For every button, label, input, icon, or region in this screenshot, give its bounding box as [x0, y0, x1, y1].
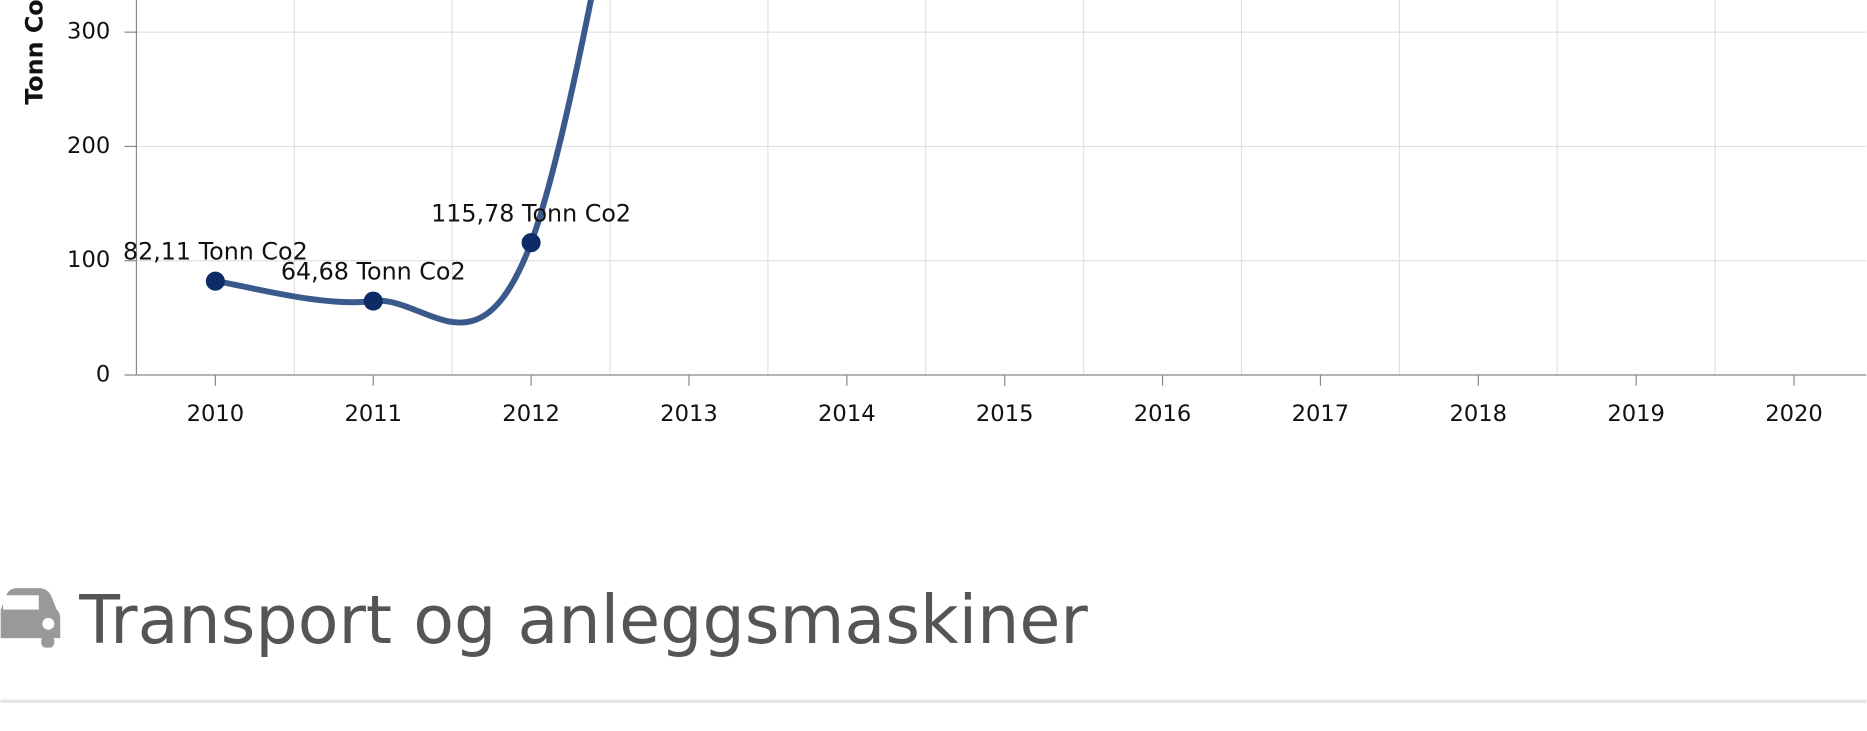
y-tick-label: 100 — [67, 247, 110, 273]
car-icon — [0, 588, 61, 648]
x-tick-label: 2020 — [1765, 401, 1823, 427]
x-tick-label: 2012 — [502, 401, 560, 427]
data-label: 64,68 Tonn Co2 — [281, 258, 466, 286]
x-tick-label: 2011 — [344, 401, 402, 427]
section-heading: Transport og anleggsmaskiner — [78, 581, 1088, 659]
y-tick-label: 0 — [96, 362, 110, 388]
y-axis-label: Tonn Co2 — [20, 0, 48, 105]
x-tick-label: 2015 — [976, 401, 1034, 427]
y-tick-label: 300 — [67, 19, 110, 45]
x-tick-label: 2017 — [1292, 401, 1350, 427]
x-tick-label: 2018 — [1450, 401, 1508, 427]
x-tick-label: 2016 — [1134, 401, 1192, 427]
x-tick-label: 2019 — [1607, 401, 1665, 427]
series-line — [214, 0, 594, 326]
data-label: 82,11 Tonn Co2 — [123, 238, 308, 266]
point — [521, 233, 541, 253]
x-tick-label: 2014 — [818, 401, 876, 427]
point — [205, 271, 225, 291]
point — [363, 291, 383, 311]
x-tick-label: 2010 — [187, 401, 245, 427]
x-tick-label: 2013 — [660, 401, 718, 427]
data-label: 115,78 Tonn Co2 — [431, 199, 631, 227]
y-tick-label: 200 — [67, 133, 110, 159]
